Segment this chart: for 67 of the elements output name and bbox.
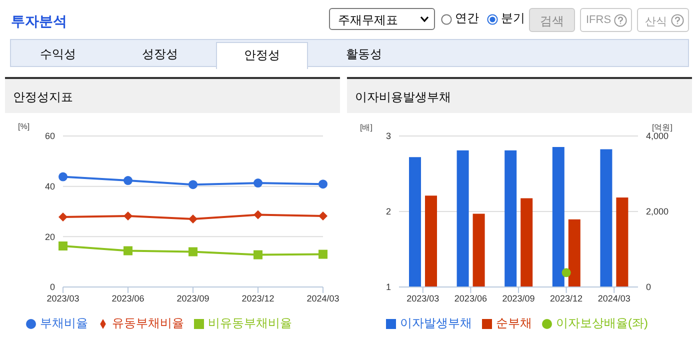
legend-label: 이자발생부채 (400, 316, 472, 330)
text: 성장성 (141, 46, 179, 63)
text: 투자분석 (11, 13, 67, 31)
bar (472, 214, 485, 287)
x-tick-label: 2024/03 (306, 293, 340, 304)
x-tick-label: 2023/06 (454, 293, 487, 304)
text: IFRS (580, 8, 632, 32)
bar (600, 149, 612, 287)
point (318, 212, 328, 221)
y-axis-title: [배] (360, 122, 372, 133)
x-tick-label: 2023/09 (176, 293, 210, 304)
x-tick-label: 2023/12 (550, 293, 583, 304)
legend-label: 순부채 (496, 316, 532, 330)
x-tick-label: 2023/09 (502, 293, 535, 304)
y-tick-label: 3 (386, 131, 391, 142)
y2-axis-title: [억원] (652, 122, 672, 132)
y-tick-label: 20 (44, 232, 55, 242)
y2-tick-label: 0 (646, 282, 652, 292)
x-tick-label: 2023/03 (46, 293, 80, 304)
bar (552, 146, 564, 287)
text: 활동성 (345, 46, 383, 63)
bar (409, 157, 421, 287)
text: 분기 (501, 10, 525, 27)
legend-label: 비유동부채비율 (208, 316, 292, 330)
x-tick-label: 2024/03 (598, 293, 630, 304)
x-tick-label: 2023/03 (406, 293, 440, 304)
bar (568, 219, 580, 287)
text: 안정성 (216, 42, 308, 69)
y2-tick-label: 2,000 (646, 206, 669, 217)
point (58, 172, 68, 182)
text: 주재무제표 (329, 8, 435, 30)
y-tick-label: 2 (386, 206, 391, 217)
x-tick-label: 2023/12 (242, 293, 274, 304)
point (124, 246, 132, 256)
point (318, 250, 328, 259)
text: 연간 (455, 10, 479, 27)
bar (456, 150, 469, 287)
point (58, 212, 68, 222)
legend-label: 부채비율 (40, 316, 88, 330)
point (318, 180, 328, 189)
point (188, 247, 198, 256)
text: 산식 (637, 8, 689, 32)
y-tick-label: 0 (50, 282, 55, 292)
y-tick-label: 1 (386, 282, 391, 292)
text: 검색 (529, 8, 575, 32)
point (188, 180, 198, 190)
text: 수익성 (39, 46, 77, 63)
bar (425, 196, 437, 287)
bar (504, 150, 517, 287)
point (254, 210, 262, 220)
point (124, 212, 132, 221)
legend-label: 이자보상배율(좌) (556, 316, 648, 330)
point (188, 214, 198, 224)
chart-title: 이자비용발생부채 (347, 77, 692, 113)
bar (616, 198, 628, 287)
y-axis-title: [%] (18, 122, 30, 131)
x-tick-label: 2023/06 (112, 293, 144, 304)
bar (520, 198, 533, 287)
point (254, 250, 262, 260)
chart-title: 안정성지표 (5, 77, 340, 113)
y-tick-label: 60 (44, 131, 55, 142)
y2-tick-label: 4,000 (646, 131, 669, 142)
point (254, 178, 262, 188)
point (58, 241, 68, 250)
point (124, 176, 132, 186)
y-tick-label: 40 (44, 182, 55, 192)
legend-label: 유동부채비율 (112, 316, 184, 330)
